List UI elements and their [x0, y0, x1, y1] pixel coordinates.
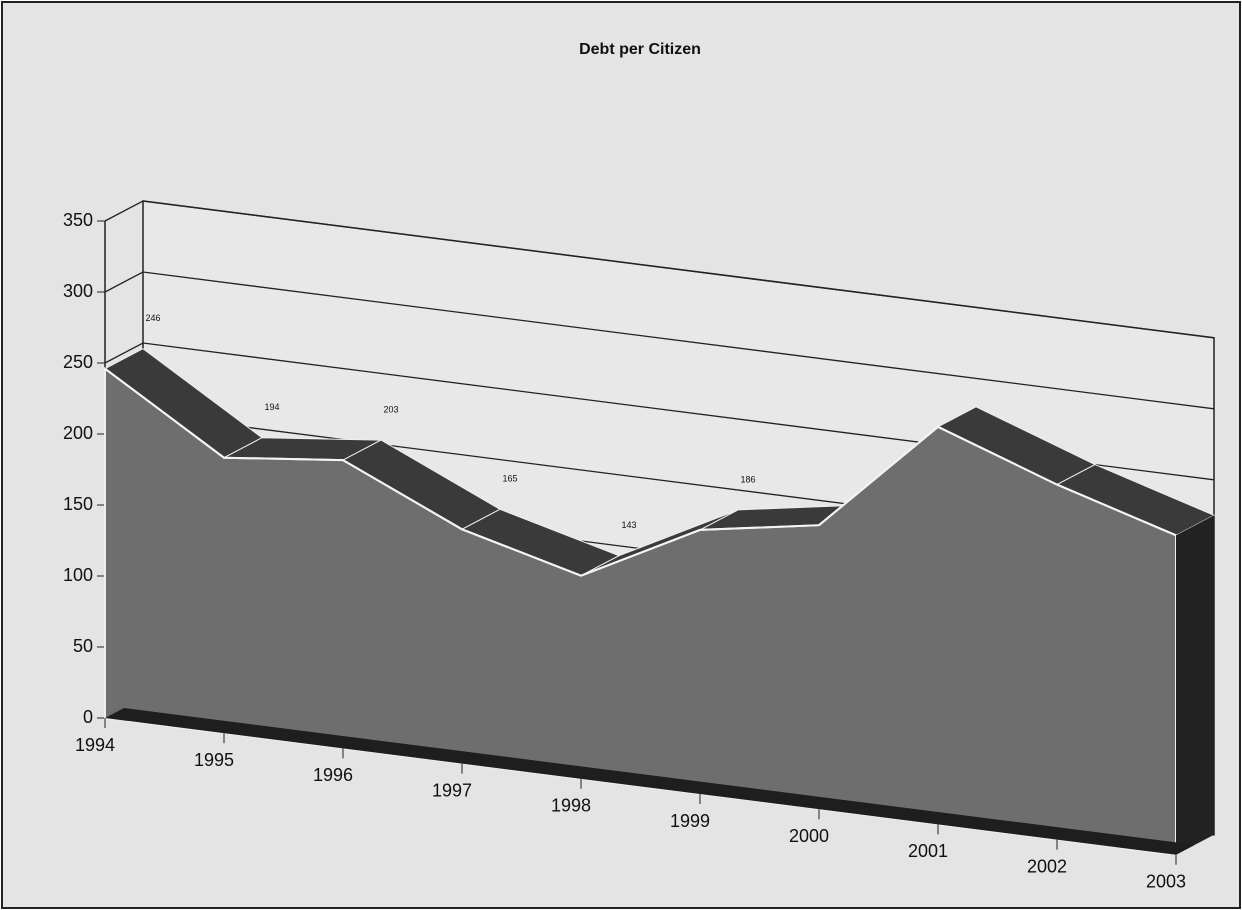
y-tick-label: 300 [63, 281, 93, 301]
chart-title: Debt per Citizen [579, 41, 701, 58]
x-tick-label: 1997 [432, 780, 472, 800]
x-tick-label: 2000 [789, 826, 829, 846]
x-tick-label: 1996 [313, 765, 353, 785]
data-label: 246 [145, 313, 160, 323]
data-label: 165 [502, 474, 517, 484]
x-tick-label: 1999 [670, 811, 710, 831]
y-tick-label: 0 [83, 707, 93, 727]
y-tick-label: 100 [63, 565, 93, 585]
x-tick-label: 1995 [194, 750, 234, 770]
x-tick-label: 2003 [1146, 872, 1186, 892]
grid-line [104, 342, 1215, 481]
data-label: 186 [740, 474, 755, 484]
data-label: 203 [383, 405, 398, 415]
area-line [104, 367, 1177, 577]
y-tick-label: 50 [73, 636, 93, 656]
y-tick-label: 250 [63, 352, 93, 372]
grid-line [104, 200, 1215, 339]
data-label: 194 [264, 402, 279, 412]
y-tick-label: 200 [63, 423, 93, 443]
x-tick-label: 2001 [908, 841, 948, 861]
x-tick-label: 2002 [1027, 856, 1067, 876]
y-tick-label: 150 [63, 494, 93, 514]
floor-edge [105, 708, 1195, 855]
area-right [1176, 515, 1214, 855]
y-tick-label: 350 [63, 210, 93, 230]
x-tick-label: 1994 [75, 735, 115, 755]
grid-line [104, 271, 1215, 410]
data-label: 143 [621, 520, 636, 530]
x-tick-label: 1998 [551, 796, 591, 816]
